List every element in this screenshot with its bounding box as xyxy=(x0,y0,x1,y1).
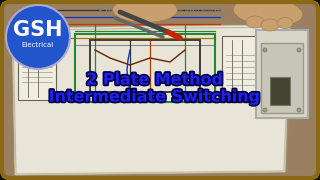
FancyBboxPatch shape xyxy=(2,2,318,178)
Text: GSH: GSH xyxy=(13,20,63,40)
Text: 2 WAY AND INTERMEDIATE SWITCHING: 2 WAY AND INTERMEDIATE SWITCHING xyxy=(99,7,221,12)
Bar xyxy=(261,43,303,113)
Circle shape xyxy=(6,5,70,69)
Text: 2 Plate Method: 2 Plate Method xyxy=(86,73,224,87)
Polygon shape xyxy=(13,27,289,174)
Bar xyxy=(75,34,215,102)
Circle shape xyxy=(263,108,267,112)
Bar xyxy=(90,40,200,92)
Polygon shape xyxy=(12,25,290,175)
Circle shape xyxy=(297,48,301,52)
Ellipse shape xyxy=(233,0,303,26)
Ellipse shape xyxy=(246,16,264,28)
Ellipse shape xyxy=(113,0,178,22)
Text: Electrical: Electrical xyxy=(22,42,54,48)
Bar xyxy=(222,36,277,98)
Bar xyxy=(270,77,290,105)
Circle shape xyxy=(297,108,301,112)
Bar xyxy=(18,45,56,100)
Bar xyxy=(256,30,308,118)
Polygon shape xyxy=(14,23,292,175)
Text: Intermediate Switching: Intermediate Switching xyxy=(49,89,261,105)
Ellipse shape xyxy=(261,19,279,31)
Ellipse shape xyxy=(277,17,293,28)
Circle shape xyxy=(263,48,267,52)
